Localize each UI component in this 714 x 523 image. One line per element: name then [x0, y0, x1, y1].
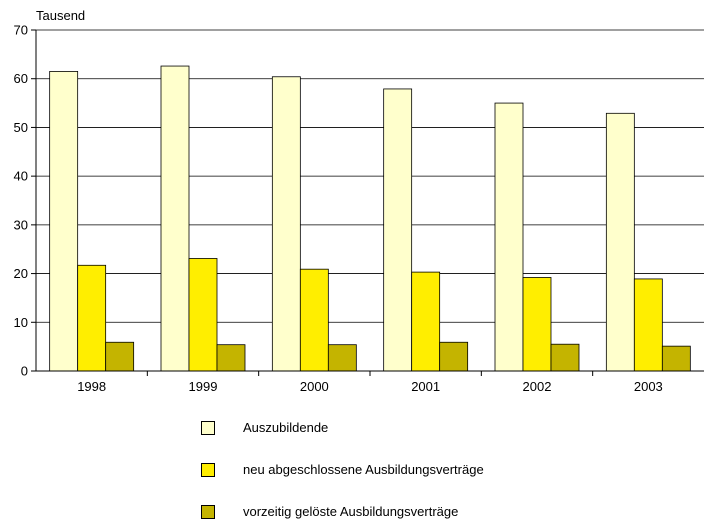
- y-tick-label: 20: [14, 266, 28, 281]
- bar: [411, 271, 441, 372]
- bars: [49, 65, 691, 372]
- bar: [160, 65, 190, 372]
- legend-label: neu abgeschlossene Ausbildungsverträge: [243, 462, 484, 477]
- bar: [494, 102, 524, 372]
- legend-label: Auszubildende: [243, 420, 329, 435]
- bar: [661, 345, 691, 372]
- y-tick-label: 50: [14, 120, 28, 135]
- y-tick-label: 30: [14, 217, 28, 232]
- bar: [327, 344, 357, 372]
- bar: [383, 88, 413, 372]
- x-tick-label: 1999: [189, 379, 218, 394]
- y-tick-label: 10: [14, 315, 28, 330]
- bar: [216, 344, 246, 372]
- bar: [77, 264, 107, 372]
- bar: [188, 258, 218, 372]
- legend-swatch: [201, 463, 215, 477]
- legend-swatch: [201, 421, 215, 435]
- x-tick-label: 2002: [523, 379, 552, 394]
- legend-item-vorzeitig-geloeste: vorzeitig gelöste Ausbildungsverträge: [201, 502, 621, 522]
- y-tick-label: 70: [14, 23, 28, 38]
- bar: [522, 277, 552, 372]
- x-tick-label: 1998: [77, 379, 106, 394]
- bar: [105, 341, 135, 372]
- legend-label: vorzeitig gelöste Ausbildungsverträge: [243, 504, 459, 519]
- legend-item-neu-abgeschlossene: neu abgeschlossene Ausbildungsverträge: [201, 460, 621, 480]
- bar: [271, 76, 301, 372]
- bar: [299, 268, 329, 372]
- bar: [550, 343, 580, 372]
- y-tick-label: 40: [14, 169, 28, 184]
- bar: [49, 71, 79, 372]
- y-tick-label: 60: [14, 71, 28, 86]
- bar: [605, 112, 635, 372]
- y-tick-label: 0: [21, 364, 28, 379]
- y-axis-label: Tausend: [36, 8, 85, 23]
- axes: 0 10 20 30 40 50 60 70 1998 1999 2000 2001 2002 2003: [14, 23, 704, 394]
- gridlines: [36, 29, 704, 323]
- legend-swatch: [201, 505, 215, 519]
- x-tick-label: 2001: [411, 379, 440, 394]
- legend-item-auszubildende: Auszubildende: [201, 418, 621, 438]
- x-tick-label: 2003: [634, 379, 663, 394]
- bar: [439, 341, 469, 372]
- bar: [633, 278, 663, 372]
- x-tick-label: 2000: [300, 379, 329, 394]
